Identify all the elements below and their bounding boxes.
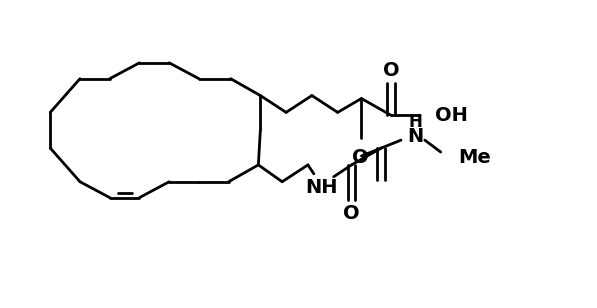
Text: NH: NH xyxy=(306,178,338,197)
Text: N: N xyxy=(407,127,423,146)
Text: O: O xyxy=(352,148,369,167)
Text: O: O xyxy=(343,204,360,223)
Text: O: O xyxy=(383,61,399,80)
Text: OH: OH xyxy=(435,106,467,125)
Text: Me: Me xyxy=(458,148,491,168)
Text: H: H xyxy=(408,113,422,131)
